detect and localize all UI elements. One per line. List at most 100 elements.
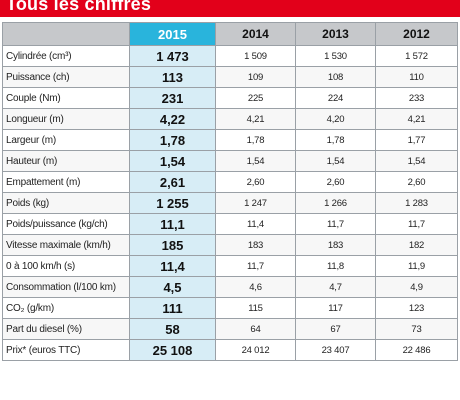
cell-2014: 11,4 bbox=[215, 213, 296, 235]
table-row: Prix* (euros TTC) 25 108 24 012 23 407 22 48… bbox=[2, 339, 458, 361]
table-body: Cylindrée (cm³) 1 473 1 509 1 530 1 572 Puiss… bbox=[2, 45, 458, 361]
cell-2014: 1,54 bbox=[215, 150, 296, 172]
cell-2015: 1,54 bbox=[129, 150, 216, 172]
cell-2012: 123 bbox=[375, 297, 458, 319]
table-row: Consommation (l/100 km) 4,5 4,6 4,7 4,9 bbox=[2, 276, 458, 298]
cell-2013: 4,20 bbox=[295, 108, 376, 130]
cell-2012: 1,77 bbox=[375, 129, 458, 151]
table-row: Longueur (m) 4,22 4,21 4,20 4,21 bbox=[2, 108, 458, 130]
cell-2014: 4,6 bbox=[215, 276, 296, 298]
cell-2013: 67 bbox=[295, 318, 376, 340]
column-header-2014: 2014 bbox=[215, 22, 296, 46]
table-row: Hauteur (m) 1,54 1,54 1,54 1,54 bbox=[2, 150, 458, 172]
table-row: Poids (kg) 1 255 1 247 1 266 1 283 bbox=[2, 192, 458, 214]
cell-2013: 23 407 bbox=[295, 339, 376, 361]
cell-2013: 1 266 bbox=[295, 192, 376, 214]
cell-2015: 11,4 bbox=[129, 255, 216, 277]
table-row: Couple (Nm) 231 225 224 233 bbox=[2, 87, 458, 109]
table-row: CO₂ (g/km) 111 115 117 123 bbox=[2, 297, 458, 319]
cell-2014: 4,21 bbox=[215, 108, 296, 130]
cell-2012: 233 bbox=[375, 87, 458, 109]
cell-2012: 110 bbox=[375, 66, 458, 88]
row-label: Vitesse maximale (km/h) bbox=[2, 234, 130, 256]
cell-2013: 11,7 bbox=[295, 213, 376, 235]
cell-2015: 1,78 bbox=[129, 129, 216, 151]
column-header-2012: 2012 bbox=[375, 22, 458, 46]
cell-2013: 2,60 bbox=[295, 171, 376, 193]
row-label: Puissance (ch) bbox=[2, 66, 130, 88]
column-header-2013: 2013 bbox=[295, 22, 376, 46]
table-row: Largeur (m) 1,78 1,78 1,78 1,77 bbox=[2, 129, 458, 151]
header-corner-cell bbox=[2, 22, 130, 46]
table-row: Part du diesel (%) 58 64 67 73 bbox=[2, 318, 458, 340]
cell-2013: 1,78 bbox=[295, 129, 376, 151]
table-header-row: 2015 2014 2013 2012 bbox=[2, 22, 458, 46]
cell-2013: 1 530 bbox=[295, 45, 376, 67]
cell-2015: 4,5 bbox=[129, 276, 216, 298]
cell-2015: 185 bbox=[129, 234, 216, 256]
cell-2014: 1 247 bbox=[215, 192, 296, 214]
row-label: Largeur (m) bbox=[2, 129, 130, 151]
row-label: 0 à 100 km/h (s) bbox=[2, 255, 130, 277]
table-row: Cylindrée (cm³) 1 473 1 509 1 530 1 572 bbox=[2, 45, 458, 67]
page-title: Tous les chiffres bbox=[6, 0, 152, 14]
cell-2015: 11,1 bbox=[129, 213, 216, 235]
cell-2015: 1 473 bbox=[129, 45, 216, 67]
cell-2012: 182 bbox=[375, 234, 458, 256]
cell-2013: 4,7 bbox=[295, 276, 376, 298]
cell-2012: 22 486 bbox=[375, 339, 458, 361]
row-label: Part du diesel (%) bbox=[2, 318, 130, 340]
table-row: Poids/puissance (kg/ch) 11,1 11,4 11,7 11,7 bbox=[2, 213, 458, 235]
cell-2012: 4,9 bbox=[375, 276, 458, 298]
cell-2013: 183 bbox=[295, 234, 376, 256]
cell-2012: 11,7 bbox=[375, 213, 458, 235]
row-label: Cylindrée (cm³) bbox=[2, 45, 130, 67]
cell-2014: 11,7 bbox=[215, 255, 296, 277]
cell-2013: 108 bbox=[295, 66, 376, 88]
cell-2015: 231 bbox=[129, 87, 216, 109]
cell-2015: 111 bbox=[129, 297, 216, 319]
column-header-2015: 2015 bbox=[129, 22, 216, 46]
cell-2012: 4,21 bbox=[375, 108, 458, 130]
row-label: Longueur (m) bbox=[2, 108, 130, 130]
cell-2014: 2,60 bbox=[215, 171, 296, 193]
cell-2012: 11,9 bbox=[375, 255, 458, 277]
row-label: Hauteur (m) bbox=[2, 150, 130, 172]
table-row: Vitesse maximale (km/h) 185 183 183 182 bbox=[2, 234, 458, 256]
cell-2013: 1,54 bbox=[295, 150, 376, 172]
row-label: Couple (Nm) bbox=[2, 87, 130, 109]
figures-table: 2015 2014 2013 2012 Cylindrée (cm³) 1 473… bbox=[2, 22, 458, 361]
cell-2014: 183 bbox=[215, 234, 296, 256]
cell-2015: 4,22 bbox=[129, 108, 216, 130]
cell-2012: 1 572 bbox=[375, 45, 458, 67]
cell-2015: 58 bbox=[129, 318, 216, 340]
title-banner: Tous les chiffres bbox=[0, 0, 460, 17]
cell-2012: 1,54 bbox=[375, 150, 458, 172]
cell-2014: 1 509 bbox=[215, 45, 296, 67]
row-label: CO₂ (g/km) bbox=[2, 297, 130, 319]
cell-2014: 225 bbox=[215, 87, 296, 109]
cell-2012: 73 bbox=[375, 318, 458, 340]
cell-2013: 117 bbox=[295, 297, 376, 319]
table-row: 0 à 100 km/h (s) 11,4 11,7 11,8 11,9 bbox=[2, 255, 458, 277]
cell-2015: 113 bbox=[129, 66, 216, 88]
cell-2014: 115 bbox=[215, 297, 296, 319]
table-row: Puissance (ch) 113 109 108 110 bbox=[2, 66, 458, 88]
cell-2015: 2,61 bbox=[129, 171, 216, 193]
row-label: Poids (kg) bbox=[2, 192, 130, 214]
cell-2015: 1 255 bbox=[129, 192, 216, 214]
row-label: Poids/puissance (kg/ch) bbox=[2, 213, 130, 235]
cell-2014: 64 bbox=[215, 318, 296, 340]
cell-2012: 1 283 bbox=[375, 192, 458, 214]
cell-2014: 1,78 bbox=[215, 129, 296, 151]
cell-2014: 24 012 bbox=[215, 339, 296, 361]
cell-2015: 25 108 bbox=[129, 339, 216, 361]
row-label: Empattement (m) bbox=[2, 171, 130, 193]
cell-2012: 2,60 bbox=[375, 171, 458, 193]
cell-2013: 11,8 bbox=[295, 255, 376, 277]
cell-2013: 224 bbox=[295, 87, 376, 109]
figures-table-container: 2015 2014 2013 2012 Cylindrée (cm³) 1 473… bbox=[2, 22, 458, 361]
row-label: Prix* (euros TTC) bbox=[2, 339, 130, 361]
cell-2014: 109 bbox=[215, 66, 296, 88]
table-row: Empattement (m) 2,61 2,60 2,60 2,60 bbox=[2, 171, 458, 193]
